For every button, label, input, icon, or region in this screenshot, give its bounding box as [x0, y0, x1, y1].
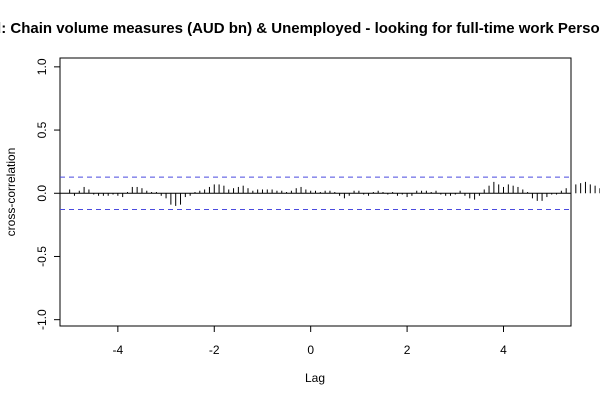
- y-axis-label: cross-correlation: [4, 148, 18, 237]
- x-tick-label: 4: [500, 343, 507, 357]
- x-tick-label: 0: [307, 343, 314, 357]
- x-tick-label: 2: [404, 343, 411, 357]
- x-axis: -4 -2 0 2 4: [113, 326, 507, 357]
- y-tick-label: 0.0: [35, 185, 49, 202]
- x-tick-label: -4: [113, 343, 124, 357]
- x-axis-label: Lag: [305, 371, 325, 385]
- correlation-bars: [69, 181, 600, 206]
- y-tick-label: 1.0: [35, 58, 49, 75]
- y-tick-label: 0.5: [35, 121, 49, 138]
- x-tick-label: -2: [209, 343, 220, 357]
- y-tick-label: -0.5: [35, 246, 49, 267]
- chart-title: od: Chain volume measures (AUD bn) & Une…: [0, 20, 600, 37]
- y-axis: -1.0 -0.5 0.0 0.5 1.0: [35, 58, 60, 330]
- y-tick-label: -1.0: [35, 309, 49, 330]
